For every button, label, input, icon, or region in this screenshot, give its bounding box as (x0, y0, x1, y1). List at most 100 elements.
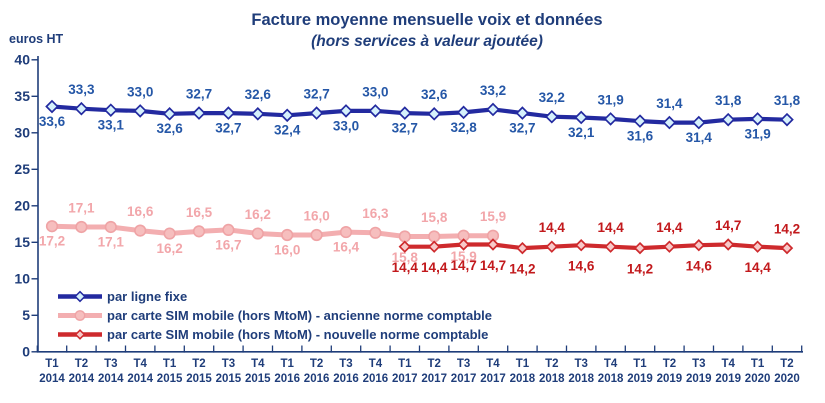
data-label-new_sim: 14,4 (744, 260, 771, 275)
x-tick-label: T2 2014 (69, 358, 95, 385)
marker-old_sim (192, 225, 206, 238)
marker-old_sim (163, 227, 176, 240)
x-tick-label: T3 2015 (216, 358, 242, 385)
data-label-new_sim: 14,4 (656, 220, 683, 235)
marker-fixed (486, 102, 500, 117)
data-label-fixed: 32,7 (392, 121, 418, 136)
marker-new_sim (721, 238, 735, 251)
marker-fixed (662, 115, 677, 130)
marker-fixed (721, 112, 736, 127)
data-label-new_sim: 14,4 (597, 220, 624, 235)
data-label-fixed: 32,7 (509, 121, 535, 136)
marker-fixed (309, 106, 324, 120)
data-label-fixed: 32,8 (450, 120, 477, 135)
data-label-old_sim: 15,8 (421, 210, 448, 225)
data-label-fixed: 33,0 (127, 84, 153, 99)
data-label-new_sim: 14,7 (715, 218, 741, 233)
data-label-fixed: 31,9 (744, 126, 770, 141)
data-label-fixed: 32,6 (421, 87, 448, 102)
marker-old_sim (281, 228, 294, 242)
marker-old_sim (369, 226, 382, 239)
data-label-old_sim: 15,9 (480, 209, 506, 224)
data-label-old_sim: 16,2 (156, 241, 182, 256)
marker-fixed (603, 112, 618, 126)
y-tick-label: 10 (14, 271, 30, 287)
old-norm-line-sample-icon (58, 310, 102, 321)
marker-new_sim (574, 239, 588, 252)
chart-subtitle: (hors services à valeur ajoutée) (311, 33, 543, 50)
data-label-fixed: 33,2 (480, 83, 506, 98)
marker-new_sim (604, 240, 617, 253)
marker-new_sim (692, 239, 706, 252)
marker-fixed (574, 110, 589, 125)
data-label-fixed: 33,1 (98, 118, 125, 133)
y-tick-label: 20 (14, 198, 30, 214)
data-label-new_sim: 14,4 (539, 220, 566, 235)
legend-item-new-accounting-norm: par carte SIM mobile (hors MtoM) - nouve… (57, 325, 492, 344)
data-label-fixed: 31,4 (686, 130, 713, 145)
data-label-old_sim: 16,6 (127, 204, 154, 219)
x-tick-label: T3 2019 (686, 358, 712, 385)
data-label-fixed: 31,4 (656, 96, 683, 111)
data-label-old_sim: 15,8 (392, 250, 419, 265)
x-tick-label: T2 2015 (186, 358, 212, 385)
data-label-old_sim: 16,2 (245, 207, 271, 222)
data-label-new_sim: 14,7 (480, 258, 506, 273)
marker-fixed (250, 107, 265, 121)
data-label-old_sim: 15,9 (450, 249, 476, 264)
y-tick-label: 25 (14, 161, 30, 177)
data-label-new_sim: 14,4 (421, 260, 448, 275)
marker-fixed (691, 115, 706, 130)
data-label-old_sim: 16,0 (274, 242, 300, 257)
data-label-fixed: 32,7 (215, 121, 241, 136)
y-axis-unit-label: euros HT (9, 32, 64, 46)
marker-fixed (427, 107, 442, 121)
marker-new_sim (545, 240, 559, 253)
marker-fixed (544, 109, 559, 124)
data-label-new_sim: 14,2 (627, 262, 653, 277)
x-tick-label: T4 2018 (598, 358, 624, 385)
marker-old_sim (104, 220, 117, 234)
legend: par ligne fixe par carte SIM mobile (hor… (57, 287, 492, 344)
data-label-new_sim: 14,6 (568, 259, 595, 274)
data-label-old_sim: 16,5 (186, 205, 213, 220)
marker-old_sim (45, 220, 59, 233)
data-label-old_sim: 17,2 (39, 234, 65, 249)
data-label-fixed: 31,9 (597, 92, 623, 107)
marker-old_sim (75, 220, 88, 234)
data-label-fixed: 32,7 (186, 87, 212, 102)
marker-new_sim (780, 241, 794, 255)
marker-new_sim (427, 240, 441, 253)
data-label-fixed: 33,3 (68, 82, 95, 97)
data-label-new_sim: 14,7 (450, 258, 476, 273)
y-tick-label: 15 (14, 234, 30, 250)
data-label-fixed: 32,1 (568, 125, 595, 140)
y-tick-label: 30 (14, 125, 30, 141)
fixed-line-sample-icon (58, 290, 102, 303)
marker-old_sim (339, 225, 353, 239)
data-label-old_sim: 17,1 (68, 200, 95, 215)
x-tick-label: T3 2017 (451, 358, 477, 385)
marker-fixed (162, 107, 177, 121)
data-label-fixed: 32,7 (303, 87, 329, 102)
marker-fixed (133, 104, 148, 118)
legend-item-old-accounting-norm: par carte SIM mobile (hors MtoM) - ancie… (57, 306, 492, 325)
data-label-fixed: 33,6 (39, 114, 66, 129)
marker-new_sim (633, 241, 647, 255)
legend-item-fixed-line: par ligne fixe (57, 287, 492, 306)
marker-fixed (103, 103, 118, 117)
marker-fixed (633, 114, 647, 128)
data-label-new_sim: 14,6 (686, 259, 713, 274)
y-tick-label: 0 (22, 344, 30, 360)
data-label-new_sim: 14,4 (392, 260, 419, 275)
data-label-fixed: 32,2 (539, 90, 565, 105)
data-label-fixed: 31,8 (715, 93, 742, 108)
marker-new_sim (751, 240, 764, 253)
data-label-old_sim: 17,1 (98, 234, 125, 249)
x-tick-label: T4 2015 (245, 358, 271, 385)
y-tick-label: 40 (14, 52, 30, 68)
marker-old_sim (428, 230, 441, 243)
series-line-old_sim (49, 223, 496, 239)
